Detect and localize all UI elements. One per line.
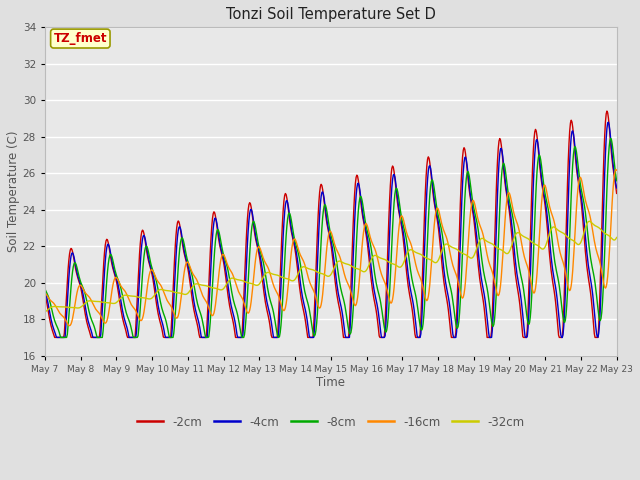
Y-axis label: Soil Temperature (C): Soil Temperature (C) <box>7 131 20 252</box>
Text: TZ_fmet: TZ_fmet <box>54 32 107 45</box>
X-axis label: Time: Time <box>316 376 346 389</box>
Legend: -2cm, -4cm, -8cm, -16cm, -32cm: -2cm, -4cm, -8cm, -16cm, -32cm <box>132 411 529 433</box>
Title: Tonzi Soil Temperature Set D: Tonzi Soil Temperature Set D <box>226 7 436 22</box>
